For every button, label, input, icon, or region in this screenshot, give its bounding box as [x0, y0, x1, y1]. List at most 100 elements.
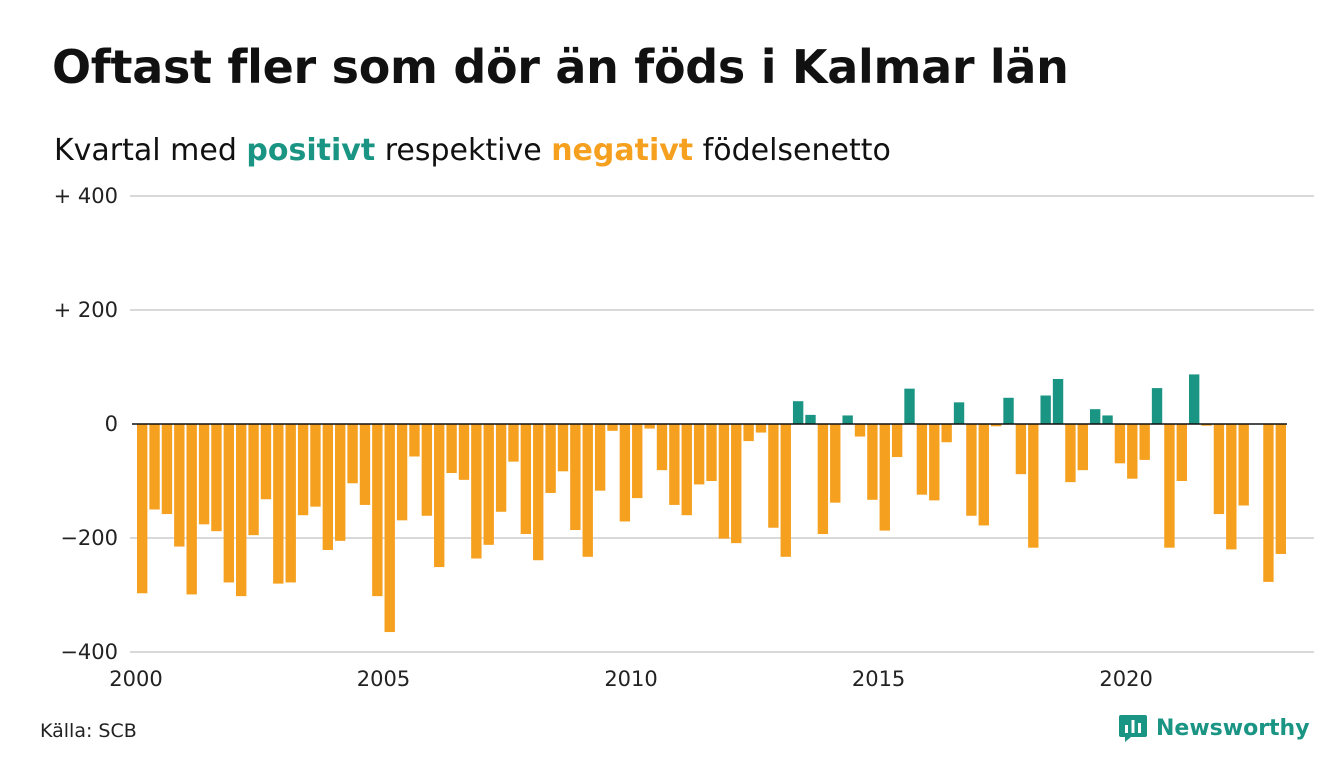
- subtitle-middle: respektive: [375, 133, 552, 168]
- bar: [545, 424, 556, 493]
- bar: [223, 424, 235, 583]
- bar: [570, 424, 581, 531]
- bar: [508, 424, 519, 462]
- bar: [644, 424, 655, 429]
- bar: [768, 424, 779, 528]
- source-note: Källa: SCB: [40, 720, 137, 742]
- bar: [805, 414, 816, 424]
- bar: [978, 424, 989, 526]
- bar: [260, 424, 272, 500]
- bar: [236, 424, 247, 597]
- bar: [248, 424, 259, 536]
- bar: [1077, 424, 1088, 471]
- bar: [780, 424, 791, 557]
- bar: [1188, 374, 1200, 424]
- subtitle-negative-word: negativt: [551, 133, 694, 168]
- bar: [929, 424, 940, 501]
- bar: [396, 424, 408, 521]
- bar: [706, 424, 717, 481]
- bar: [533, 424, 544, 561]
- subtitle-prefix: Kvartal med: [54, 133, 247, 168]
- bar: [1164, 424, 1175, 548]
- bar: [359, 424, 371, 505]
- y-tick-label: −200: [60, 526, 118, 550]
- y-tick-label: −400: [60, 640, 118, 664]
- x-tick-label: 2000: [109, 667, 162, 691]
- bar: [619, 424, 631, 522]
- bar: [149, 424, 160, 510]
- bar: [792, 401, 804, 424]
- bar: [693, 424, 705, 485]
- bar: [1275, 424, 1286, 554]
- bar: [817, 424, 829, 535]
- bar: [174, 424, 185, 547]
- bar: [1040, 395, 1051, 424]
- bar: [1176, 424, 1187, 481]
- bar: [409, 424, 420, 457]
- bar: [1003, 397, 1014, 424]
- bar: [335, 424, 346, 541]
- bar: [1238, 424, 1249, 506]
- x-tick-label: 2005: [357, 667, 410, 691]
- bar: [137, 424, 148, 594]
- bar: [297, 424, 309, 516]
- bar: [842, 415, 853, 424]
- bar: [1028, 424, 1039, 548]
- bar: [458, 424, 470, 480]
- bar: [607, 424, 618, 431]
- bar: [854, 424, 866, 437]
- bar: [1263, 424, 1274, 582]
- y-tick-label: 0: [105, 412, 118, 436]
- bar: [161, 424, 173, 515]
- bar: [953, 402, 965, 424]
- bar: [1226, 424, 1237, 550]
- chart-title: Oftast fler som dör än föds i Kalmar län: [52, 40, 1069, 94]
- y-axis-labels: + 400 + 200 0 −200 −400: [54, 184, 118, 664]
- bar: [743, 424, 754, 442]
- bar: [669, 424, 680, 505]
- bar: [1151, 388, 1163, 424]
- bar: [867, 424, 878, 500]
- bar: [966, 424, 977, 516]
- brand-name: Newsworthy: [1156, 715, 1310, 741]
- bar: [904, 388, 915, 424]
- bar: [186, 424, 197, 595]
- bar: [471, 424, 482, 559]
- bar: [1102, 415, 1113, 424]
- bar: [830, 424, 841, 503]
- bar: [731, 424, 742, 544]
- y-tick-label: + 200: [54, 298, 118, 322]
- subtitle-suffix: födelsenetto: [693, 133, 891, 168]
- bar: [632, 424, 643, 499]
- bar: [656, 424, 668, 471]
- bar: [718, 424, 730, 539]
- bar: [755, 424, 767, 433]
- bar: [681, 424, 692, 516]
- bar: [1015, 424, 1027, 475]
- bar: [347, 424, 358, 484]
- bar: [594, 424, 606, 491]
- x-tick-label: 2020: [1099, 667, 1152, 691]
- bar: [495, 424, 507, 512]
- bar: [1089, 409, 1101, 424]
- bar: [211, 424, 222, 532]
- bar: [941, 424, 952, 443]
- bar: [310, 424, 321, 507]
- x-axis-labels: 2000 2005 2010 2015 2020: [109, 667, 1153, 691]
- bar-chart: + 400 + 200 0 −200 −400 2000 2005 2010 2015 2020: [54, 184, 1314, 691]
- bar: [520, 424, 532, 535]
- bar: [1127, 424, 1138, 479]
- bar: [434, 424, 445, 568]
- bar: [483, 424, 494, 545]
- bar: [1201, 424, 1212, 426]
- x-tick-label: 2010: [604, 667, 657, 691]
- bar: [557, 424, 569, 472]
- bar: [273, 424, 284, 584]
- bar: [372, 424, 383, 597]
- bar: [384, 424, 395, 633]
- bar: [198, 424, 210, 525]
- subtitle-positive-word: positivt: [246, 133, 376, 168]
- bar: [322, 424, 334, 550]
- bar: [446, 424, 457, 474]
- brand[interactable]: Newsworthy: [1118, 713, 1310, 743]
